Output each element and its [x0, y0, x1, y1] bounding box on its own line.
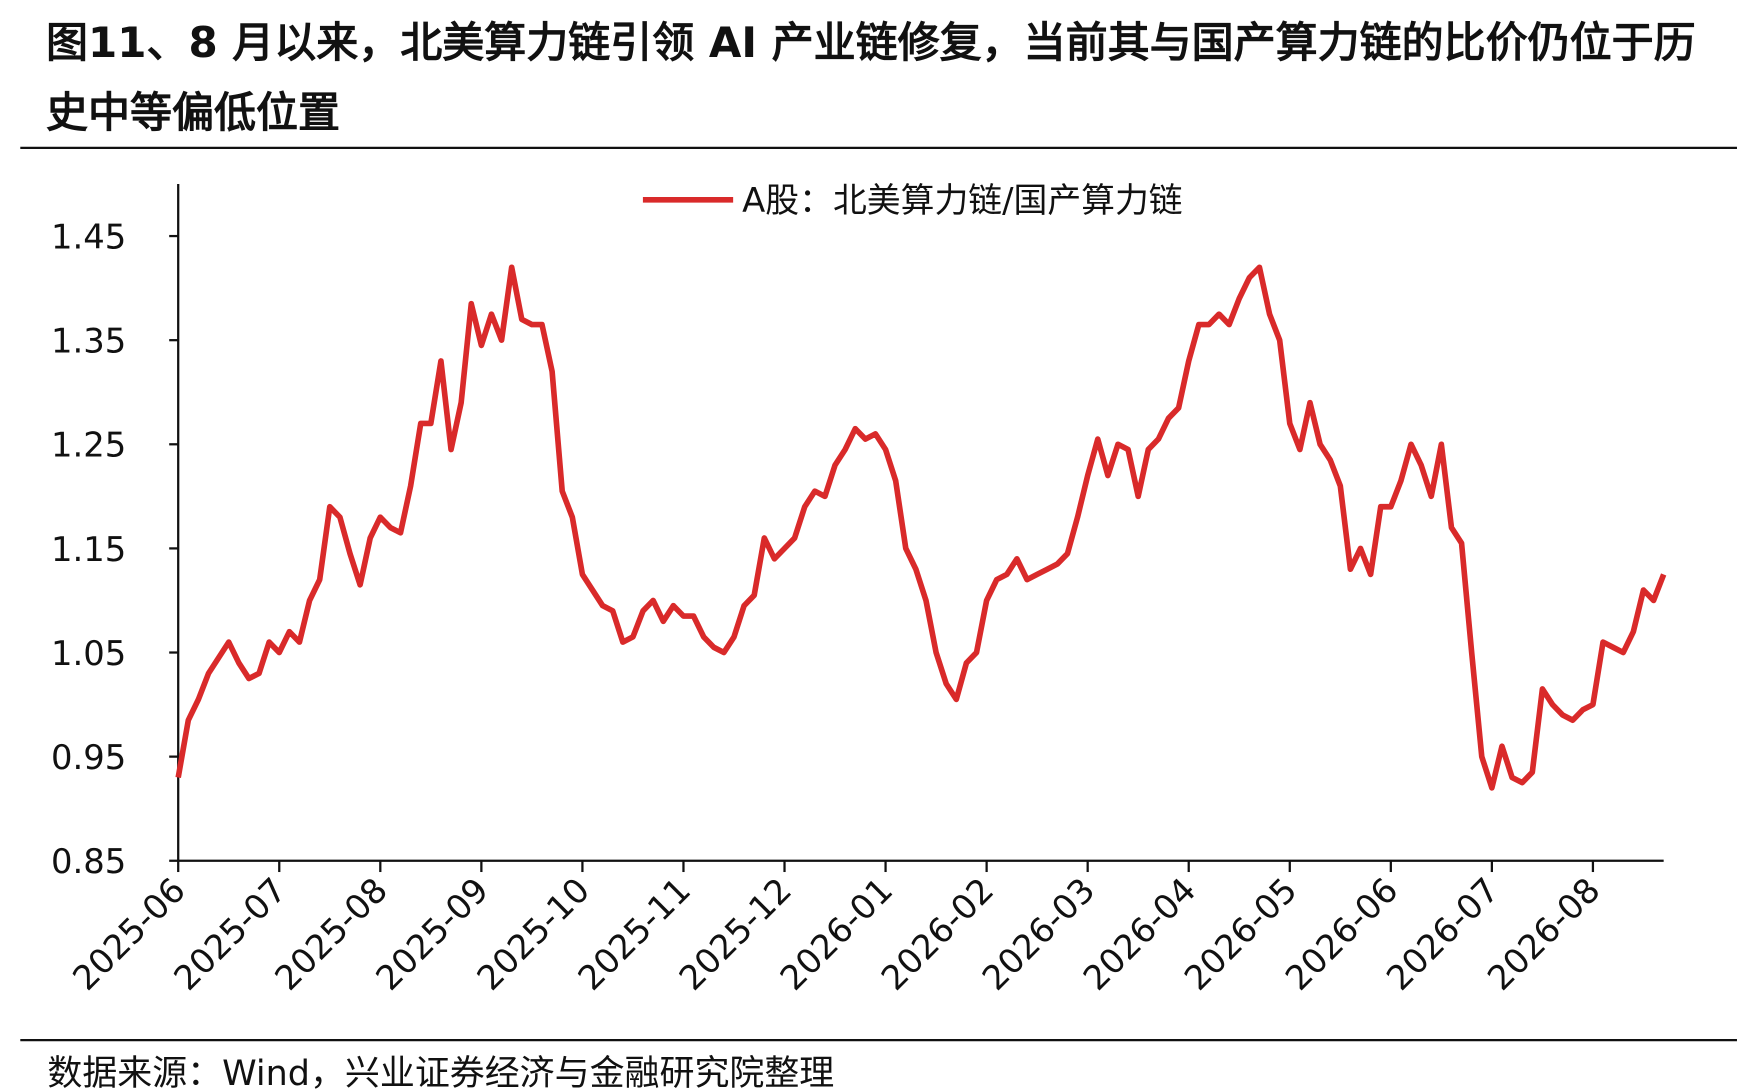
- legend-label: A股：北美算力链/国产算力链: [742, 181, 1182, 220]
- data-line: [175, 264, 1667, 791]
- y-tick-label: 1.05: [51, 634, 126, 673]
- y-tick-label: 0.95: [51, 738, 126, 777]
- y-tick-label: 1.25: [51, 426, 126, 465]
- x-tick-label: 2026-08: [1480, 870, 1608, 998]
- y-tick-label: 1.15: [51, 530, 126, 569]
- y-tick-label: 0.85: [51, 842, 126, 881]
- chart-title: 图11、8 月以来，北美算力链引领 AI 产业链修复，当前其与国产算力链的比价仍…: [46, 18, 1696, 137]
- y-tick-label: 1.45: [51, 217, 126, 256]
- source-note: 数据来源：Wind，兴业证券经济与金融研究院整理: [47, 1054, 834, 1091]
- y-tick-label: 1.35: [51, 322, 126, 361]
